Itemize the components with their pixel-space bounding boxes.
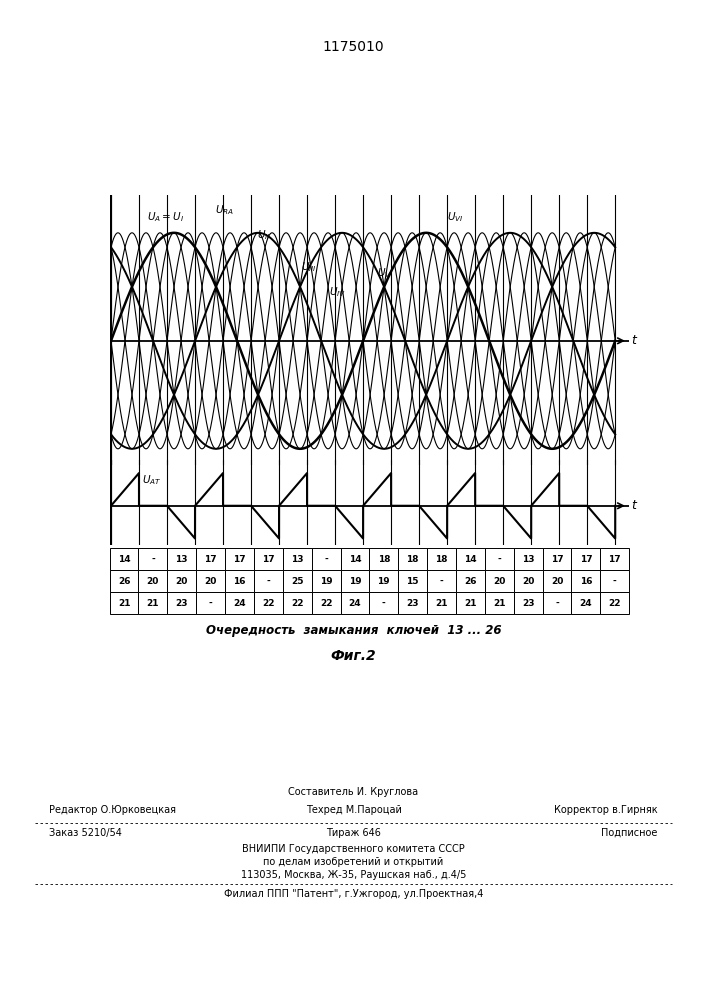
Text: 113035, Москва, Ж-35, Раушская наб., д.4/5: 113035, Москва, Ж-35, Раушская наб., д.4… bbox=[241, 870, 466, 880]
Text: 25: 25 bbox=[291, 576, 303, 585]
Text: Составитель И. Круглова: Составитель И. Круглова bbox=[288, 787, 419, 797]
Text: 20: 20 bbox=[493, 576, 506, 585]
Text: 17: 17 bbox=[609, 554, 621, 564]
Text: 21: 21 bbox=[493, 598, 506, 607]
Text: 14: 14 bbox=[349, 554, 361, 564]
Text: -: - bbox=[613, 576, 617, 585]
Text: Редактор О.Юрковецкая: Редактор О.Юрковецкая bbox=[49, 805, 177, 815]
Text: по делам изобретений и открытий: по делам изобретений и открытий bbox=[264, 857, 443, 867]
Text: 21: 21 bbox=[436, 598, 448, 607]
Text: $U_{III}$: $U_{III}$ bbox=[301, 261, 317, 274]
Text: 26: 26 bbox=[118, 576, 130, 585]
Text: -: - bbox=[382, 598, 386, 607]
Text: 24: 24 bbox=[233, 598, 246, 607]
Text: $U_A=U_I$: $U_A=U_I$ bbox=[147, 210, 185, 224]
Text: 17: 17 bbox=[262, 554, 275, 564]
Text: 20: 20 bbox=[551, 576, 563, 585]
Text: 21: 21 bbox=[118, 598, 130, 607]
Text: ВНИИПИ Государственного комитета СССР: ВНИИПИ Государственного комитета СССР bbox=[242, 844, 465, 854]
Text: -: - bbox=[209, 598, 213, 607]
Text: 13: 13 bbox=[175, 554, 188, 564]
Text: 21: 21 bbox=[464, 598, 477, 607]
Text: 22: 22 bbox=[320, 598, 332, 607]
Text: 22: 22 bbox=[609, 598, 621, 607]
Text: -: - bbox=[151, 554, 155, 564]
Text: 16: 16 bbox=[580, 576, 592, 585]
Text: $U_V$: $U_V$ bbox=[377, 266, 392, 280]
Text: 1175010: 1175010 bbox=[322, 40, 385, 54]
Text: 20: 20 bbox=[204, 576, 217, 585]
Text: 23: 23 bbox=[407, 598, 419, 607]
Text: 17: 17 bbox=[551, 554, 563, 564]
Text: Очередность  замыкания  ключей  13 ... 26: Очередность замыкания ключей 13 ... 26 bbox=[206, 624, 501, 637]
Text: 17: 17 bbox=[204, 554, 217, 564]
Text: Тираж 646: Тираж 646 bbox=[326, 828, 381, 838]
Text: 17: 17 bbox=[233, 554, 246, 564]
Text: $U_{II}$: $U_{II}$ bbox=[257, 228, 270, 242]
Text: 22: 22 bbox=[262, 598, 274, 607]
Text: 16: 16 bbox=[233, 576, 246, 585]
Text: 13: 13 bbox=[291, 554, 303, 564]
Text: 14: 14 bbox=[117, 554, 130, 564]
Text: 13: 13 bbox=[522, 554, 534, 564]
Text: 20: 20 bbox=[146, 576, 159, 585]
Text: $U_{AT}$: $U_{AT}$ bbox=[142, 473, 161, 487]
Text: $U_{IV}$: $U_{IV}$ bbox=[329, 285, 346, 299]
Text: 23: 23 bbox=[522, 598, 534, 607]
Text: 14: 14 bbox=[464, 554, 477, 564]
Text: 19: 19 bbox=[378, 576, 390, 585]
Text: Заказ 5210/54: Заказ 5210/54 bbox=[49, 828, 122, 838]
Text: Техред М.Пароцай: Техред М.Пароцай bbox=[305, 805, 402, 815]
Text: 21: 21 bbox=[146, 598, 159, 607]
Text: Подписное: Подписное bbox=[601, 828, 658, 838]
Text: 20: 20 bbox=[175, 576, 188, 585]
Text: -: - bbox=[498, 554, 501, 564]
Text: -: - bbox=[440, 576, 443, 585]
Text: 18: 18 bbox=[407, 554, 419, 564]
Text: 15: 15 bbox=[407, 576, 419, 585]
Text: Фиг.2: Фиг.2 bbox=[331, 649, 376, 663]
Text: $U_{RA}$: $U_{RA}$ bbox=[215, 203, 234, 217]
Text: 22: 22 bbox=[291, 598, 303, 607]
Text: 18: 18 bbox=[436, 554, 448, 564]
Text: 20: 20 bbox=[522, 576, 534, 585]
Text: 23: 23 bbox=[175, 598, 188, 607]
Text: $U_{VI}$: $U_{VI}$ bbox=[447, 210, 464, 224]
Text: 24: 24 bbox=[580, 598, 592, 607]
Text: 19: 19 bbox=[320, 576, 332, 585]
Text: -: - bbox=[267, 576, 270, 585]
Text: Корректор в.Гирняк: Корректор в.Гирняк bbox=[554, 805, 658, 815]
Text: Филиал ППП "Патент", г.Ужгород, ул.Проектная,4: Филиал ППП "Патент", г.Ужгород, ул.Проек… bbox=[224, 889, 483, 899]
Text: -: - bbox=[325, 554, 328, 564]
Text: 17: 17 bbox=[580, 554, 592, 564]
Text: 18: 18 bbox=[378, 554, 390, 564]
Text: 26: 26 bbox=[464, 576, 477, 585]
Text: $t$: $t$ bbox=[631, 499, 638, 512]
Text: $t$: $t$ bbox=[631, 334, 638, 347]
Text: 19: 19 bbox=[349, 576, 361, 585]
Text: 24: 24 bbox=[349, 598, 361, 607]
Text: -: - bbox=[555, 598, 559, 607]
